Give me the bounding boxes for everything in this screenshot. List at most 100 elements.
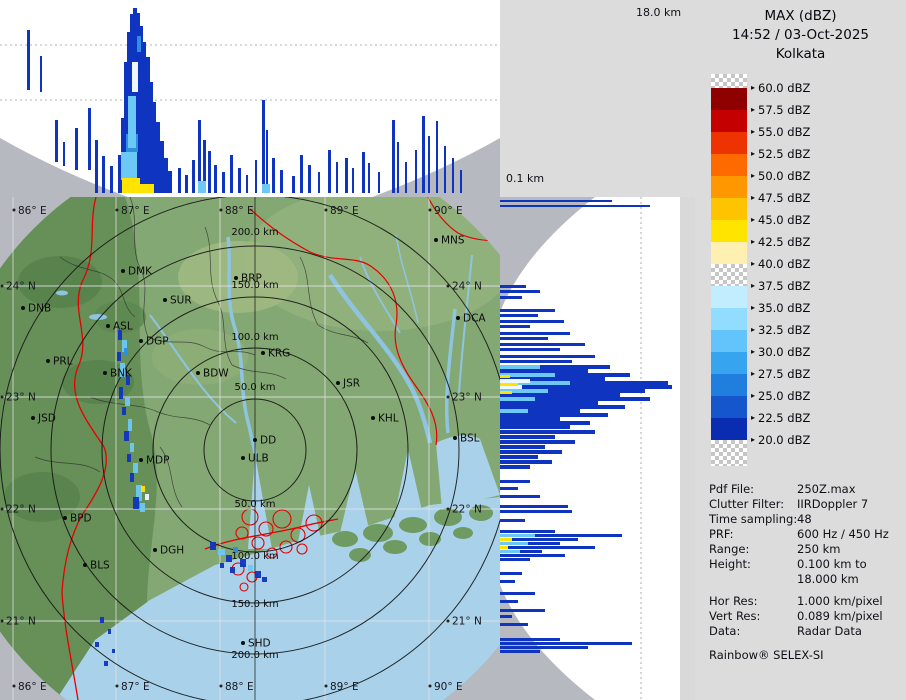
- side-profile-bar: [500, 487, 518, 490]
- top-profile-bar: [262, 100, 265, 193]
- legend-labels: ▸ 60.0 dBZ ▸ 57.5 dBZ ▸ 55.0 dBZ ▸ 52.5 dBZ ▸ 50.…: [751, 0, 901, 470]
- side-profile-bar: [500, 397, 535, 401]
- side-profile-bar: [500, 373, 630, 377]
- metadata-label: Time sampling:: [709, 512, 798, 526]
- top-profile-bar: [238, 168, 241, 193]
- top-profile-bar: [110, 166, 113, 193]
- top-profile-bar: [168, 171, 172, 193]
- legend-tick-icon: ▸: [751, 237, 756, 246]
- grid-dot: [0, 395, 4, 399]
- echo-pixel: [240, 559, 246, 567]
- side-profile-bar: [500, 409, 580, 413]
- top-profile-bar: [124, 62, 127, 193]
- echo-pixel: [262, 577, 267, 582]
- side-profile-bar: [500, 381, 570, 385]
- side-profile-bar: [500, 360, 572, 363]
- legend-entry-label: 35.0 dBZ: [758, 301, 811, 315]
- legend-entry: ▸ 40.0 dBZ: [751, 257, 810, 271]
- estuary: [394, 449, 423, 519]
- metadata-row: Vert Res: 0.089 km/pixel: [709, 609, 901, 624]
- legend-entry-label: 57.5 dBZ: [758, 103, 811, 117]
- side-profile-bar: [500, 391, 512, 394]
- echo-pixel: [122, 340, 127, 352]
- grid-dot: [0, 507, 4, 511]
- legend-entry: ▸ 57.5 dBZ: [751, 103, 810, 117]
- legend-entry-label: 32.5 dBZ: [758, 323, 811, 337]
- longitude-label: 86° E: [18, 681, 47, 693]
- range-ring-label: 200.0 km: [231, 650, 278, 661]
- latitude-label: 24° N: [452, 281, 482, 293]
- top-profile-bar: [397, 142, 399, 193]
- side-profile-bar: [500, 554, 565, 557]
- side-profile-bar: [500, 389, 548, 393]
- top-profile-bar: [318, 172, 320, 193]
- range-ring-label: 50.0 km: [235, 499, 276, 510]
- metadata-row: Height: 0.100 km to: [709, 557, 901, 572]
- top-profile-bar: [422, 116, 425, 193]
- side-profile-bar: [500, 510, 572, 513]
- legend-tick-icon: ▸: [751, 303, 756, 312]
- side-profile-bar: [500, 542, 560, 545]
- reservoir: [89, 314, 107, 320]
- legend-tick-icon: ▸: [751, 369, 756, 378]
- side-profile-bar: [500, 650, 540, 653]
- side-profile-bar: [500, 343, 585, 346]
- legend-color-swatch: [711, 286, 747, 308]
- side-profile-bar: [500, 558, 530, 561]
- top-profile-bar: [121, 152, 137, 180]
- top-profile-bar: [140, 184, 154, 193]
- legend-tick-icon: ▸: [751, 435, 756, 444]
- latitude-label: 23° N: [452, 392, 482, 404]
- echo-pixel: [133, 497, 139, 509]
- side-profile-bar: [500, 355, 595, 358]
- top-profile-bar: [198, 181, 206, 193]
- legend-colorbar: [711, 74, 747, 466]
- station-label: DD: [260, 435, 276, 447]
- top-profile-bar: [122, 178, 140, 193]
- echo-pixel: [128, 419, 132, 431]
- legend-tick-icon: ▸: [751, 413, 756, 422]
- longitude-label: 90° E: [434, 681, 463, 693]
- legend-color-swatch: [711, 110, 747, 132]
- top-profile-bar: [150, 82, 153, 193]
- top-profile-bar: [405, 162, 407, 193]
- metadata-value: Radar Data: [797, 624, 862, 638]
- legend-entry-label: 47.5 dBZ: [758, 191, 811, 205]
- top-profile-bar: [428, 136, 430, 193]
- side-profile-bar: [500, 615, 512, 618]
- grid-dot: [446, 395, 450, 399]
- station-label: DMK: [128, 266, 153, 278]
- top-profile-bar: [143, 42, 146, 193]
- top-profile-bar: [27, 30, 30, 90]
- side-profile-bar: [500, 413, 608, 417]
- side-profile-bar: [500, 445, 545, 449]
- top-projection-plot: [0, 0, 500, 197]
- station-label: ASL: [113, 321, 133, 333]
- legend-entry-label: 50.0 dBZ: [758, 169, 811, 183]
- side-profile-bar: [500, 480, 530, 483]
- metadata-row: Pdf File: 250Z.max: [709, 482, 901, 497]
- top-profile-bar: [272, 158, 275, 193]
- side-profile-bar: [500, 580, 515, 583]
- legend-overflow-swatch: [711, 74, 747, 88]
- legend-color-swatch: [711, 264, 747, 286]
- grid-dot: [12, 208, 16, 212]
- side-profile-bar: [500, 538, 512, 541]
- metadata-label: Vert Res:: [709, 609, 761, 623]
- top-profile-bar: [203, 140, 206, 193]
- station-label: MDP: [146, 455, 169, 467]
- top-profile-bar: [214, 165, 217, 193]
- no-data-wedge: [500, 197, 595, 312]
- side-profile-bar: [500, 530, 555, 533]
- top-profile-bar: [222, 172, 225, 193]
- side-plot-margin: [680, 197, 695, 700]
- longitude-label: 88° E: [225, 681, 254, 693]
- metadata-row: Hor Res: 1.000 km/pixel: [709, 594, 901, 609]
- range-ring-label: 150.0 km: [231, 280, 278, 291]
- legend-tick-icon: ▸: [751, 127, 756, 136]
- legend-color-swatch: [711, 154, 747, 176]
- grid-dot: [428, 684, 432, 688]
- metadata-row: Data: Radar Data: [709, 624, 901, 639]
- echo-pixel: [130, 443, 134, 452]
